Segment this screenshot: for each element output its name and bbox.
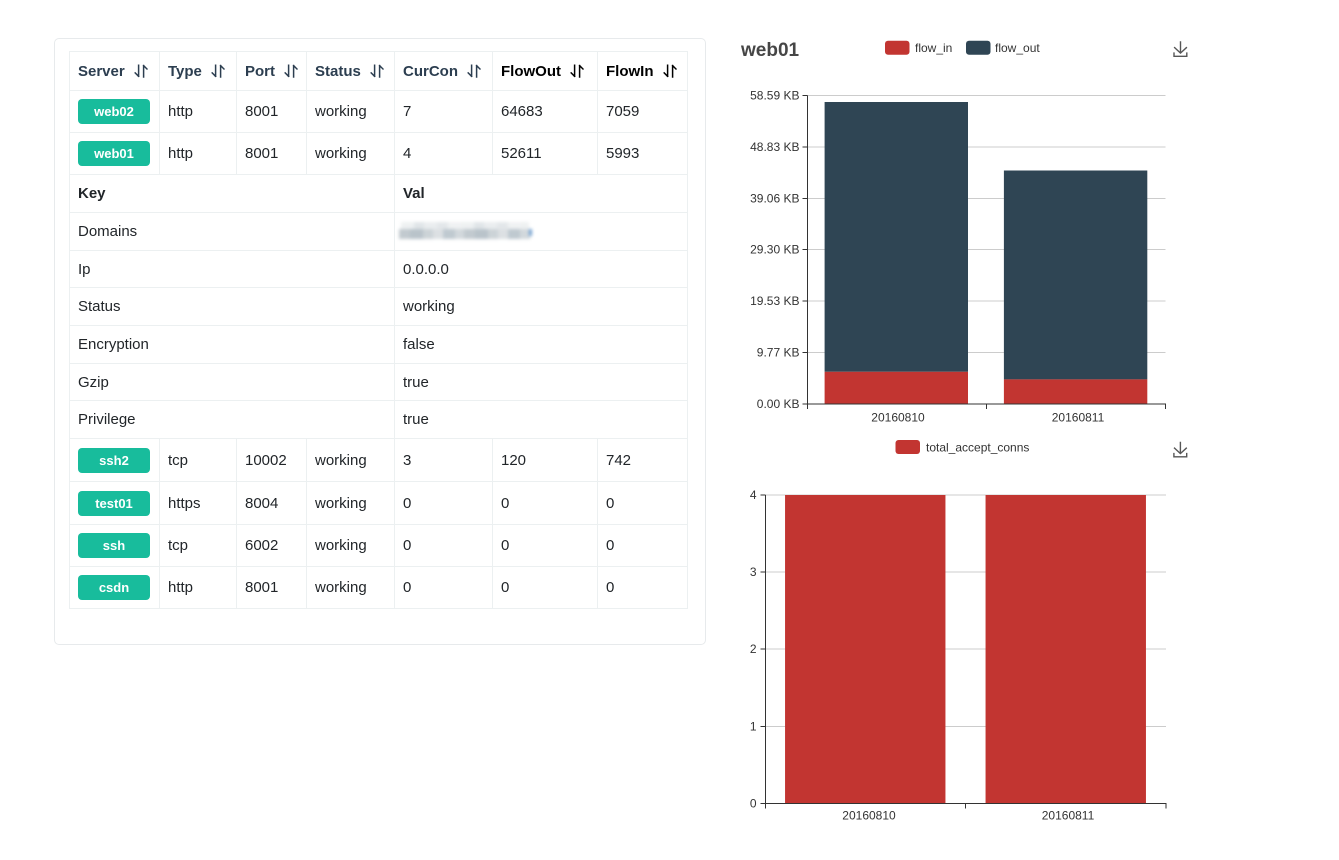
- svg-text:0: 0: [750, 797, 757, 811]
- svg-text:19.53 KB: 19.53 KB: [750, 294, 799, 308]
- svg-text:flow_out: flow_out: [995, 41, 1040, 55]
- svg-text:39.06 KB: 39.06 KB: [750, 192, 799, 206]
- svg-text:20160811: 20160811: [1042, 809, 1095, 823]
- svg-text:58.59 KB: 58.59 KB: [750, 89, 799, 103]
- svg-text:web01: web01: [740, 40, 800, 61]
- svg-text:20160810: 20160810: [842, 809, 896, 823]
- svg-text:9.77 KB: 9.77 KB: [757, 346, 800, 360]
- svg-text:48.83 KB: 48.83 KB: [750, 140, 799, 154]
- svg-text:20160810: 20160810: [871, 411, 925, 425]
- svg-text:0.00 KB: 0.00 KB: [757, 397, 800, 411]
- svg-text:1: 1: [750, 720, 757, 734]
- svg-text:20160811: 20160811: [1052, 411, 1105, 425]
- svg-text:29.30 KB: 29.30 KB: [750, 243, 799, 257]
- svg-text:2: 2: [750, 642, 757, 656]
- svg-text:3: 3: [750, 565, 757, 579]
- svg-text:total_accept_conns: total_accept_conns: [926, 441, 1029, 455]
- svg-text:4: 4: [750, 488, 757, 502]
- svg-text:flow_in: flow_in: [915, 41, 952, 55]
